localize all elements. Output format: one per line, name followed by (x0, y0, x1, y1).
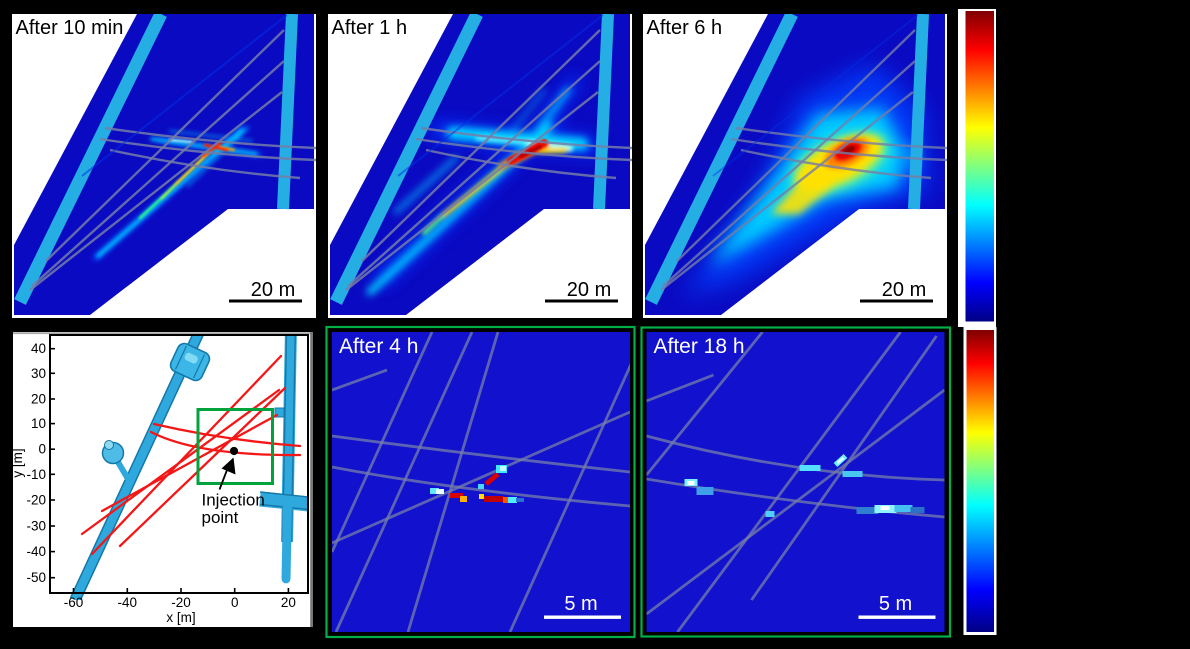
svg-text:-30: -30 (26, 519, 46, 534)
svg-text:-10: -10 (26, 467, 46, 482)
svg-text:5 m: 5 m (879, 593, 912, 615)
svg-text:-40: -40 (26, 544, 46, 559)
svg-text:20 m: 20 m (251, 279, 295, 301)
svg-text:40: 40 (31, 341, 46, 356)
svg-text:20 m: 20 m (882, 279, 926, 301)
svg-text:After 10 min: After 10 min (16, 17, 124, 39)
svg-text:20: 20 (31, 392, 46, 407)
svg-text:-20: -20 (171, 595, 191, 610)
svg-text:20: 20 (281, 595, 296, 610)
svg-text:0: 0 (231, 595, 239, 610)
svg-text:-60: -60 (64, 595, 84, 610)
svg-text:After 1 h: After 1 h (332, 17, 408, 39)
svg-text:After 4 h: After 4 h (339, 335, 418, 358)
svg-text:0: 0 (38, 442, 46, 457)
svg-text:30: 30 (31, 366, 46, 381)
svg-text:20 m: 20 m (567, 279, 611, 301)
svg-text:y [m]: y [m] (10, 448, 25, 477)
svg-text:x [m]: x [m] (166, 610, 195, 625)
svg-text:After 6 h: After 6 h (647, 17, 723, 39)
svg-text:-20: -20 (26, 493, 46, 508)
svg-text:Injection: Injection (202, 491, 265, 510)
svg-text:10: 10 (31, 416, 46, 431)
svg-text:-40: -40 (118, 595, 138, 610)
svg-text:-50: -50 (26, 570, 46, 585)
svg-text:After 18 h: After 18 h (654, 335, 745, 358)
svg-text:5 m: 5 m (564, 593, 597, 615)
svg-text:point: point (202, 508, 239, 527)
